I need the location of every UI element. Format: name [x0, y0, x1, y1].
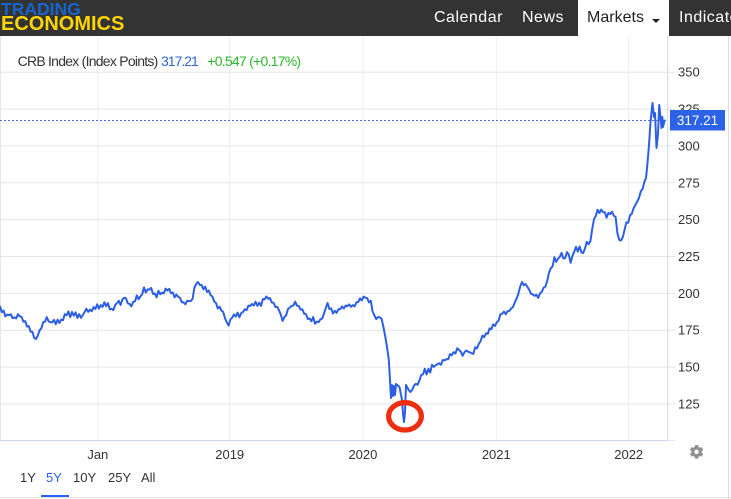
- svg-text:350: 350: [678, 65, 700, 80]
- svg-text:2019: 2019: [215, 447, 244, 462]
- svg-text:150: 150: [678, 360, 700, 375]
- svg-text:2020: 2020: [348, 447, 377, 462]
- svg-text:125: 125: [678, 396, 700, 411]
- svg-text:2021: 2021: [482, 447, 511, 462]
- svg-text:275: 275: [678, 175, 700, 190]
- svg-text:2022: 2022: [614, 447, 643, 462]
- svg-text:200: 200: [678, 286, 700, 301]
- svg-text:175: 175: [678, 323, 700, 338]
- svg-text:300: 300: [678, 138, 700, 153]
- svg-text:225: 225: [678, 249, 700, 264]
- svg-text:Jan: Jan: [87, 447, 108, 462]
- svg-text:250: 250: [678, 212, 700, 227]
- svg-text:317.21: 317.21: [677, 113, 718, 128]
